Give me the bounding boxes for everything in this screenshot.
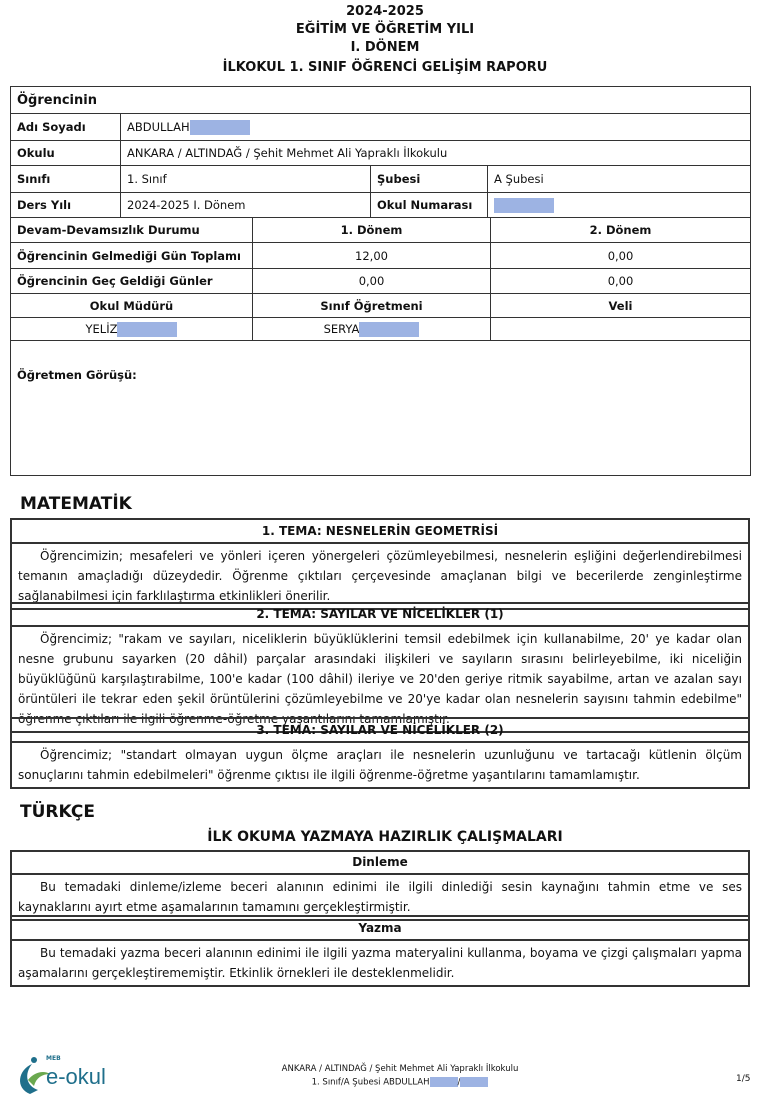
report-term: I. DÖNEM (350, 40, 420, 55)
turkish-theme-listening: Dinleme Bu temadaki dinleme/izleme becer… (10, 850, 750, 921)
class-label: Sınıfı (10, 165, 121, 193)
term1-value: 0,00 (252, 268, 491, 294)
student-info-table: Öğrencinin Adı Soyadı ABDULLAH Okulu ANKAR… (10, 86, 751, 218)
theme-text: Bu temadaki dinleme/izleme beceri alanın… (18, 880, 742, 914)
school-value: ANKARA / ALTINDAĞ / Şehit Mehmet Ali Yap… (120, 140, 751, 166)
school-label: Okulu (10, 140, 121, 166)
principal-name: YELİZ (85, 321, 118, 336)
report-year: 2024-2025 (346, 4, 424, 19)
term2-header: 2. Dönem (490, 217, 751, 243)
theme-title: 1. TEMA: NESNELERİN GEOMETRİSİ (12, 520, 748, 544)
footer-separator: / (457, 1077, 461, 1088)
theme-text: Öğrencimizin; mesafeleri ve yönleri içer… (18, 549, 742, 603)
branch-label: Şubesi (370, 165, 488, 193)
math-theme-1: 1. TEMA: NESNELERİN GEOMETRİSİ Öğrencimi… (10, 518, 750, 610)
theme-title: 2. TEMA: SAYILAR VE NİCELİKLER (1) (12, 604, 748, 627)
theme-title: Dinleme (12, 852, 748, 875)
attendance-header: Devam-Devamsızlık Durumu (10, 217, 253, 243)
row-label: Öğrencinin Geç Geldiği Günler (10, 268, 253, 294)
table-row: Öğrencinin Gelmediği Gün Toplamı 12,00 0,0… (10, 242, 751, 269)
attendance-table: Devam-Devamsızlık Durumu 1. Dönem 2. Dönem… (10, 217, 751, 476)
page-number: 1/5 (736, 1074, 751, 1084)
student-section-label: Öğrencinin (10, 86, 751, 114)
parent-signature (490, 317, 751, 341)
turkish-theme-writing: Yazma Bu temadaki yazma beceri alanının … (10, 915, 750, 987)
name-label: Adı Soyadı (10, 113, 121, 141)
report-title: İLKOKUL 1. SINIF ÖĞRENCİ GELİŞİM RAPORU (222, 60, 548, 75)
class-value: 1. Sınıf (120, 165, 371, 193)
math-theme-3: 3. TEMA: SAYILAR VE NİCELİKLER (2) Öğren… (10, 717, 750, 789)
footer-student: 1. Sınıf/A Şubesi ABDULLAH / (200, 1077, 600, 1088)
table-row: Öğrencinin Geç Geldiği Günler 0,00 0,00 (10, 268, 751, 294)
footer-school: ANKARA / ALTINDAĞ / Şehit Mehmet Ali Yap… (281, 1064, 519, 1074)
branch-value: A Şubesi (487, 165, 751, 193)
svg-text:e-okul: e-okul (46, 1064, 106, 1089)
turkish-title: TÜRKÇE (20, 802, 95, 822)
report-line2: EĞİTİM VE ÖĞRETİM YILI (295, 22, 475, 37)
parent-label: Veli (490, 293, 751, 318)
number-label: Okul Numarası (370, 192, 488, 218)
svg-text:MEB: MEB (46, 1055, 61, 1062)
year-label: Ders Yılı (10, 192, 121, 218)
name-value: ABDULLAH (127, 119, 190, 134)
theme-text: Öğrencimiz; "standart olmayan uygun ölçm… (18, 748, 742, 782)
footer-student-line: 1. Sınıf/A Şubesi ABDULLAH (311, 1077, 430, 1088)
turkish-subtitle: İLK OKUMA YAZMAYA HAZIRLIK ÇALIŞMALARI (207, 829, 563, 845)
redaction (359, 321, 420, 337)
redaction (189, 119, 250, 135)
math-title: MATEMATİK (20, 494, 132, 514)
teacher-opinion-label: Öğretmen Görüşü: (10, 340, 751, 476)
redaction (460, 1077, 489, 1087)
redaction (494, 197, 554, 213)
year-value: 2024-2025 I. Dönem (120, 192, 371, 218)
teacher-label: Sınıf Öğretmeni (252, 293, 491, 318)
theme-text: Öğrencimiz; "rakam ve sayıları, nicelikl… (18, 632, 742, 726)
math-theme-2: 2. TEMA: SAYILAR VE NİCELİKLER (1) Öğren… (10, 602, 750, 733)
eokul-logo-icon: MEB e-okul (20, 1055, 106, 1094)
term2-value: 0,00 (490, 242, 751, 269)
eokul-logo: MEB e-okul (10, 1050, 125, 1100)
term2-value: 0,00 (490, 268, 751, 294)
redaction (429, 1077, 458, 1087)
redaction (117, 321, 178, 337)
term1-header: 1. Dönem (252, 217, 491, 243)
teacher-name: SERYA (323, 321, 360, 336)
theme-text: Bu temadaki yazma beceri alanının edinim… (18, 946, 742, 980)
row-label: Öğrencinin Gelmediği Gün Toplamı (10, 242, 253, 269)
theme-title: 3. TEMA: SAYILAR VE NİCELİKLER (2) (12, 719, 748, 743)
theme-title: Yazma (12, 917, 748, 941)
term1-value: 12,00 (252, 242, 491, 269)
principal-label: Okul Müdürü (10, 293, 253, 318)
